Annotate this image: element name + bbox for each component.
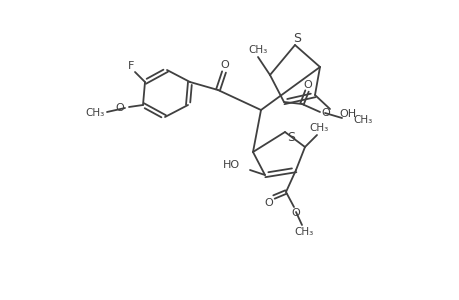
Text: CH₃: CH₃ (309, 123, 328, 133)
Text: S: S (286, 130, 294, 143)
Text: O: O (321, 108, 330, 118)
Text: CH₃: CH₃ (248, 45, 267, 55)
Text: CH₃: CH₃ (294, 227, 313, 237)
Text: OH: OH (338, 109, 355, 119)
Text: O: O (220, 60, 229, 70)
Text: CH₃: CH₃ (352, 115, 371, 125)
Text: CH₃: CH₃ (85, 108, 104, 118)
Text: O: O (264, 198, 273, 208)
Text: O: O (303, 80, 312, 90)
Text: S: S (292, 32, 300, 44)
Text: O: O (115, 103, 124, 113)
Text: O: O (291, 208, 300, 218)
Text: HO: HO (223, 160, 240, 170)
Text: F: F (128, 61, 134, 71)
